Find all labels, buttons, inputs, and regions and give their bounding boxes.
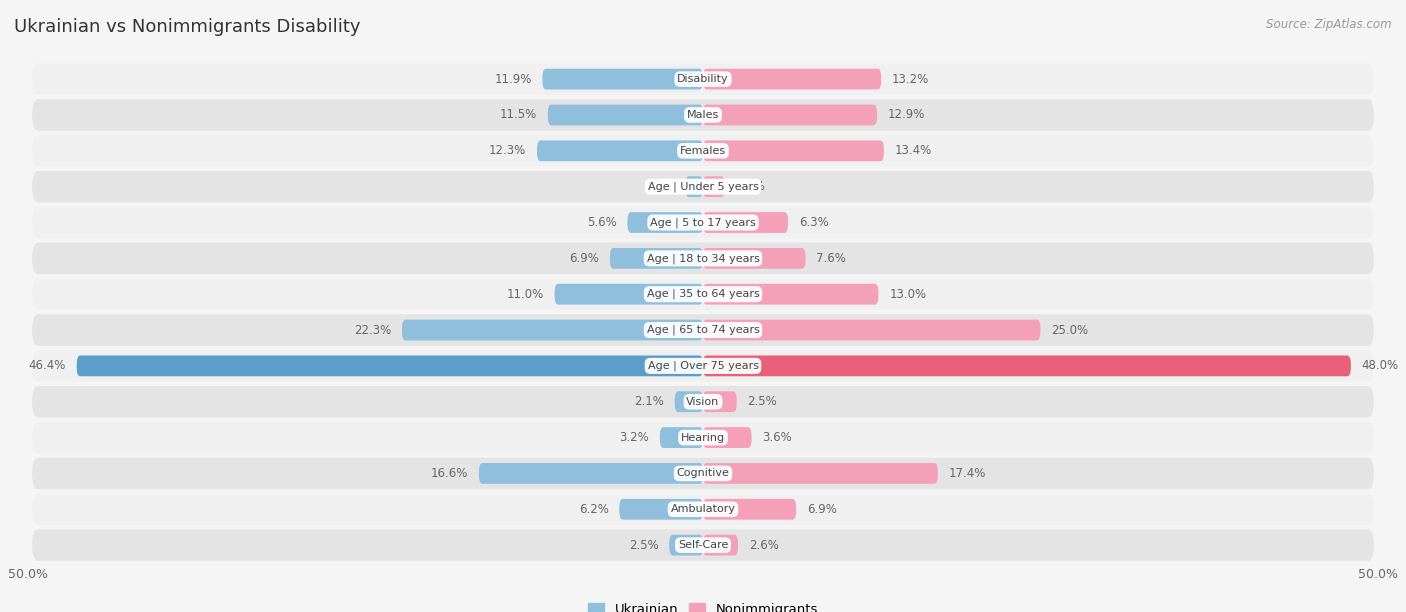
- Text: 11.0%: 11.0%: [506, 288, 544, 300]
- Text: Source: ZipAtlas.com: Source: ZipAtlas.com: [1267, 18, 1392, 31]
- Text: Self-Care: Self-Care: [678, 540, 728, 550]
- FancyBboxPatch shape: [32, 422, 1374, 453]
- Text: Vision: Vision: [686, 397, 720, 407]
- FancyBboxPatch shape: [703, 176, 724, 197]
- Text: 1.3%: 1.3%: [645, 180, 675, 193]
- FancyBboxPatch shape: [703, 391, 737, 412]
- Text: 6.3%: 6.3%: [799, 216, 828, 229]
- Text: Ambulatory: Ambulatory: [671, 504, 735, 514]
- Text: 13.0%: 13.0%: [889, 288, 927, 300]
- Text: 3.6%: 3.6%: [762, 431, 792, 444]
- Text: 1.6%: 1.6%: [735, 180, 765, 193]
- Text: 2.5%: 2.5%: [628, 539, 658, 551]
- FancyBboxPatch shape: [32, 171, 1374, 203]
- FancyBboxPatch shape: [32, 99, 1374, 131]
- FancyBboxPatch shape: [703, 427, 752, 448]
- Text: 5.6%: 5.6%: [586, 216, 617, 229]
- FancyBboxPatch shape: [703, 69, 882, 89]
- Text: Age | 5 to 17 years: Age | 5 to 17 years: [650, 217, 756, 228]
- FancyBboxPatch shape: [548, 105, 703, 125]
- FancyBboxPatch shape: [669, 535, 703, 556]
- FancyBboxPatch shape: [627, 212, 703, 233]
- FancyBboxPatch shape: [32, 350, 1374, 382]
- Text: 12.3%: 12.3%: [489, 144, 526, 157]
- FancyBboxPatch shape: [675, 391, 703, 412]
- Text: 2.6%: 2.6%: [749, 539, 779, 551]
- Text: 48.0%: 48.0%: [1361, 359, 1399, 372]
- FancyBboxPatch shape: [537, 140, 703, 161]
- Text: 6.9%: 6.9%: [569, 252, 599, 265]
- FancyBboxPatch shape: [703, 356, 1351, 376]
- Text: 3.2%: 3.2%: [619, 431, 650, 444]
- Text: 2.5%: 2.5%: [748, 395, 778, 408]
- Text: 16.6%: 16.6%: [430, 467, 468, 480]
- FancyBboxPatch shape: [703, 535, 738, 556]
- FancyBboxPatch shape: [703, 140, 884, 161]
- FancyBboxPatch shape: [703, 212, 787, 233]
- FancyBboxPatch shape: [686, 176, 703, 197]
- Text: Disability: Disability: [678, 74, 728, 84]
- FancyBboxPatch shape: [659, 427, 703, 448]
- Text: 6.2%: 6.2%: [579, 503, 609, 516]
- Text: Age | 18 to 34 years: Age | 18 to 34 years: [647, 253, 759, 264]
- Text: 22.3%: 22.3%: [354, 324, 391, 337]
- FancyBboxPatch shape: [703, 105, 877, 125]
- Text: 7.6%: 7.6%: [817, 252, 846, 265]
- FancyBboxPatch shape: [32, 315, 1374, 346]
- FancyBboxPatch shape: [479, 463, 703, 484]
- Text: 46.4%: 46.4%: [28, 359, 66, 372]
- FancyBboxPatch shape: [402, 319, 703, 340]
- FancyBboxPatch shape: [32, 135, 1374, 166]
- Text: Males: Males: [688, 110, 718, 120]
- Text: 2.1%: 2.1%: [634, 395, 664, 408]
- FancyBboxPatch shape: [703, 284, 879, 305]
- Text: Age | Over 75 years: Age | Over 75 years: [648, 360, 758, 371]
- FancyBboxPatch shape: [32, 207, 1374, 238]
- FancyBboxPatch shape: [554, 284, 703, 305]
- Text: 25.0%: 25.0%: [1052, 324, 1088, 337]
- FancyBboxPatch shape: [619, 499, 703, 520]
- FancyBboxPatch shape: [543, 69, 703, 89]
- FancyBboxPatch shape: [610, 248, 703, 269]
- FancyBboxPatch shape: [32, 242, 1374, 274]
- FancyBboxPatch shape: [703, 463, 938, 484]
- Text: Ukrainian vs Nonimmigrants Disability: Ukrainian vs Nonimmigrants Disability: [14, 18, 360, 36]
- FancyBboxPatch shape: [32, 386, 1374, 417]
- Text: Age | 65 to 74 years: Age | 65 to 74 years: [647, 325, 759, 335]
- Text: Females: Females: [681, 146, 725, 156]
- Text: Hearing: Hearing: [681, 433, 725, 442]
- Text: Age | Under 5 years: Age | Under 5 years: [648, 181, 758, 192]
- FancyBboxPatch shape: [32, 64, 1374, 95]
- Text: 11.5%: 11.5%: [499, 108, 537, 121]
- FancyBboxPatch shape: [703, 499, 796, 520]
- Text: 17.4%: 17.4%: [949, 467, 986, 480]
- Legend: Ukrainian, Nonimmigrants: Ukrainian, Nonimmigrants: [583, 598, 823, 612]
- FancyBboxPatch shape: [703, 319, 1040, 340]
- Text: 12.9%: 12.9%: [889, 108, 925, 121]
- Text: Age | 35 to 64 years: Age | 35 to 64 years: [647, 289, 759, 299]
- FancyBboxPatch shape: [32, 493, 1374, 525]
- FancyBboxPatch shape: [77, 356, 703, 376]
- FancyBboxPatch shape: [32, 529, 1374, 561]
- Text: 13.4%: 13.4%: [894, 144, 932, 157]
- FancyBboxPatch shape: [703, 248, 806, 269]
- Text: 6.9%: 6.9%: [807, 503, 837, 516]
- Text: Cognitive: Cognitive: [676, 468, 730, 479]
- FancyBboxPatch shape: [32, 458, 1374, 489]
- Text: 13.2%: 13.2%: [891, 73, 929, 86]
- FancyBboxPatch shape: [32, 278, 1374, 310]
- Text: 11.9%: 11.9%: [494, 73, 531, 86]
